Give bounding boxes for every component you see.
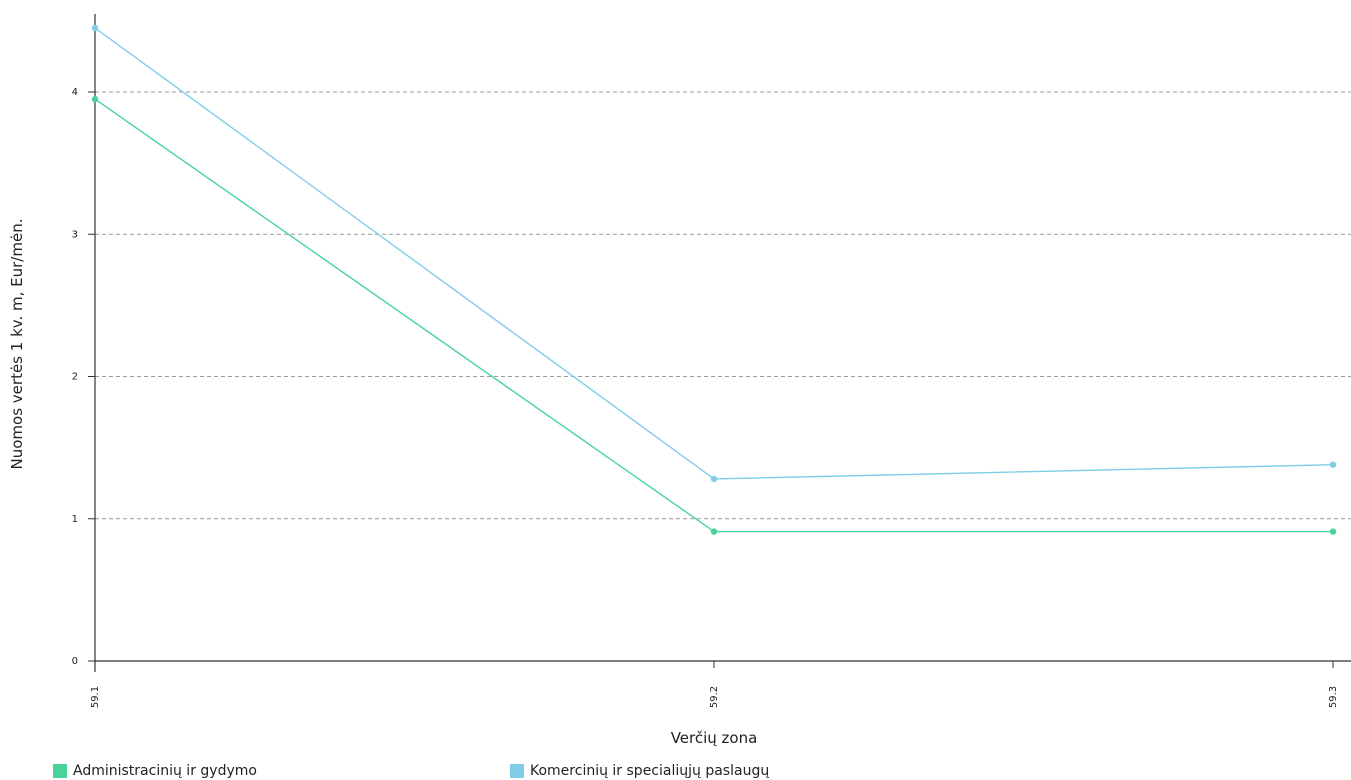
gridlines <box>95 91 1351 520</box>
x-axis-title: Verčių zona <box>671 729 758 747</box>
y-tick-label: 3 <box>72 229 78 240</box>
series-2 <box>91 24 1337 483</box>
x-tick-labels: 59.1 59.2 59.3 <box>90 686 1339 708</box>
data-point[interactable] <box>91 24 99 32</box>
data-point[interactable] <box>710 475 718 483</box>
y-tick-label: 4 <box>72 87 78 98</box>
legend-label: Administracinių ir gydymo <box>73 763 257 779</box>
legend-swatch <box>53 764 67 778</box>
series-group <box>91 24 1337 535</box>
axes <box>88 14 1351 672</box>
legend-swatch <box>510 764 524 778</box>
series-1 <box>91 95 1337 535</box>
y-tick-labels: 0 1 2 3 4 <box>72 87 78 667</box>
data-point[interactable] <box>91 95 99 103</box>
series-line <box>94 27 1334 480</box>
x-tick-label: 59.3 <box>1328 686 1339 708</box>
legend-label: Komercinių ir specialiųjų paslaugų <box>530 763 770 779</box>
data-point[interactable] <box>1329 461 1337 468</box>
y-tick-label: 0 <box>72 656 78 667</box>
y-tick-label: 2 <box>72 372 78 383</box>
y-tick-label: 1 <box>72 514 78 525</box>
legend-item-administraciniu[interactable]: Administracinių ir gydymo <box>53 763 510 779</box>
legend-item-komerciniu[interactable]: Komercinių ir specialiųjų paslaugų <box>510 763 769 779</box>
x-tick-label: 59.1 <box>90 686 101 708</box>
legend: Administracinių ir gydymo Komercinių ir … <box>53 763 769 779</box>
x-tick-label: 59.2 <box>709 686 720 708</box>
data-point[interactable] <box>710 528 718 535</box>
data-point[interactable] <box>1329 528 1337 535</box>
y-axis-title: Nuomos vertės 1 kv. m, Eur/mėn. <box>8 219 26 470</box>
